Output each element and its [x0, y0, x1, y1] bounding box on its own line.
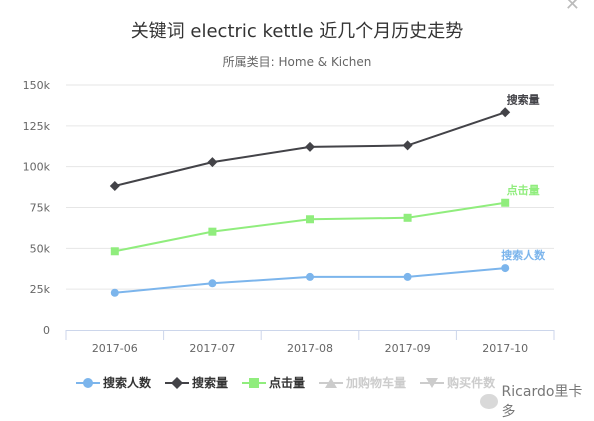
y-tick-label: 125k [23, 120, 51, 133]
legend-label: 搜索人数 [103, 376, 152, 390]
series-end-label: 搜索人数 [501, 248, 546, 262]
legend-marker-icon [420, 377, 445, 388]
x-tick-label: 2017-07 [189, 342, 235, 355]
series-end-label: 搜索量 [507, 92, 540, 106]
wechat-icon [480, 393, 498, 409]
data-point [306, 215, 314, 224]
data-point [305, 141, 315, 152]
watermark: Ricardo里卡多 [480, 381, 594, 421]
series-end-label: 点击量 [507, 183, 540, 197]
chart-legend: 搜索人数 搜索量 点击量 加购物车量 购买件数 [76, 374, 509, 391]
y-tick-label: 75k [30, 202, 51, 215]
y-tick-label: 100k [23, 161, 51, 174]
legend-item[interactable]: 点击量 [242, 374, 305, 391]
data-point [207, 157, 218, 168]
close-icon[interactable]: ✕ [564, 0, 580, 15]
legend-marker-icon [242, 377, 267, 388]
legend-marker-icon [319, 377, 344, 388]
y-tick-label: 50k [30, 242, 51, 255]
data-point [109, 180, 120, 191]
x-tick-label: 2017-09 [385, 342, 431, 355]
legend-label: 购买件数 [447, 376, 496, 390]
data-point [208, 227, 217, 236]
data-point [306, 272, 314, 281]
legend-marker-icon [76, 377, 100, 388]
chart-title: 关键词 electric kettle 近几个月历史走势 [130, 21, 464, 42]
x-tick-label: 2017-08 [287, 342, 333, 355]
watermark-text: Ricardo里卡多 [501, 384, 583, 420]
y-tick-label: 150k [23, 79, 51, 92]
data-point [402, 140, 413, 151]
data-point [110, 247, 119, 256]
chart-subtitle: 所属类目: Home & Kichen [222, 55, 372, 69]
x-tick-label: 2017-10 [482, 342, 528, 355]
data-point [403, 213, 412, 222]
data-point [501, 264, 510, 273]
data-point [403, 272, 412, 281]
x-tick-label: 2017-06 [92, 342, 138, 355]
data-point [110, 288, 119, 297]
y-tick-label: 0 [43, 324, 50, 337]
legend-label: 加购物车量 [346, 376, 407, 390]
data-point [500, 107, 511, 118]
legend-item[interactable]: 搜索量 [165, 374, 228, 391]
legend-marker-icon [165, 376, 190, 389]
data-point [208, 279, 217, 288]
legend-item[interactable]: 购买件数 [420, 374, 495, 391]
legend-item[interactable]: 加购物车量 [319, 374, 406, 391]
legend-label: 搜索量 [192, 376, 229, 390]
legend-item[interactable]: 搜索人数 [76, 374, 151, 391]
legend-label: 点击量 [269, 376, 306, 390]
series-line [114, 201, 506, 253]
data-point [501, 198, 510, 207]
y-tick-label: 25k [30, 283, 51, 296]
